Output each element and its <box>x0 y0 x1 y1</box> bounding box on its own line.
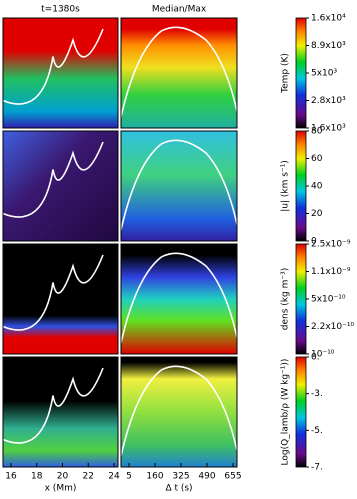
contour <box>2 141 104 218</box>
image-panel <box>3 131 118 241</box>
colorbar-tick-label: 5x10⁻¹⁰ <box>311 295 346 305</box>
panel-frame <box>2 243 119 355</box>
contour <box>2 367 104 444</box>
x-tick-label: 18 <box>31 472 43 482</box>
image-panel <box>121 18 237 128</box>
image-panel <box>121 244 237 354</box>
colorbar-tick-label: 1.6x10³ <box>311 124 346 134</box>
colorbar-tick-label: 20 <box>311 209 323 219</box>
x-tick-label: 490 <box>198 472 215 482</box>
colorbar-label: Log(Q_lamb/ρ (W kg⁻¹)) <box>281 359 291 466</box>
colorbar-tick-label: 8.9x10³ <box>311 41 346 51</box>
image-panel <box>3 18 118 128</box>
colorbar-tick-label: 0. <box>311 353 320 363</box>
x-axis-label: Δ t (s) <box>165 484 192 494</box>
contour <box>120 26 238 118</box>
colorbar-tick-label: 5x10³ <box>311 69 338 79</box>
panel-frame <box>120 130 238 242</box>
colorbar <box>295 243 307 355</box>
colorbar-label: |u| (km s⁻¹) <box>281 160 291 212</box>
image-panel <box>3 244 118 354</box>
x-tick-label: 655 <box>224 472 241 482</box>
colorbar-tick-label: 1.1x10⁻⁹ <box>311 267 351 277</box>
colorbar-label: Temp (K) <box>281 53 291 94</box>
colorbar-tick-label: 40 <box>311 182 323 192</box>
colorbar-tick-label: -7. <box>311 463 323 473</box>
colorbar-tick-label: 60 <box>311 154 323 164</box>
x-tick-label: 16 <box>5 472 17 482</box>
colorbar-tick-label: 1.6x10⁴ <box>311 14 346 24</box>
colorbar-tick-label: 2.5x10⁻⁹ <box>311 240 351 250</box>
panel-frame <box>2 130 119 242</box>
x-tick-label: 22 <box>83 472 94 482</box>
panel-frame <box>2 356 119 468</box>
x-tick-label: 20 <box>57 472 69 482</box>
image-panel <box>121 131 237 241</box>
panel-frame <box>2 17 119 129</box>
x-tick-label: 5 <box>126 472 132 482</box>
panel-frame <box>120 356 238 468</box>
colorbar <box>295 130 307 242</box>
contour <box>2 28 104 105</box>
x-tick-label: 160 <box>146 472 163 482</box>
contour <box>120 252 238 344</box>
colorbar-tick-label: 2.8x10³ <box>311 96 346 106</box>
panel-frame <box>120 243 238 355</box>
image-panel <box>3 357 118 467</box>
x-tick-label: 24 <box>108 472 120 482</box>
x-axis-label: x (Mm) <box>45 484 77 494</box>
colorbar-tick-label: -5. <box>311 426 323 436</box>
contour <box>2 254 104 331</box>
colorbar <box>295 356 307 468</box>
colorbar-label: dens (kg m⁻³) <box>281 268 291 330</box>
panel-title: t=1380s <box>41 5 80 15</box>
panel-frame <box>120 17 238 129</box>
colorbar-tick-label: 0 <box>311 237 317 247</box>
colorbar-tick-label: -3. <box>311 389 323 399</box>
x-tick-label: 325 <box>172 472 189 482</box>
image-panel <box>121 357 237 467</box>
colorbar-tick-label: 2.2x10⁻¹⁰ <box>311 322 354 332</box>
contour <box>120 139 238 231</box>
colorbar-tick-label: 10⁻¹⁰ <box>311 350 335 360</box>
contour <box>120 365 238 457</box>
colorbar <box>295 17 307 129</box>
panel-title: Median/Max <box>152 5 207 15</box>
colorbar-tick-label: 80 <box>311 127 323 137</box>
